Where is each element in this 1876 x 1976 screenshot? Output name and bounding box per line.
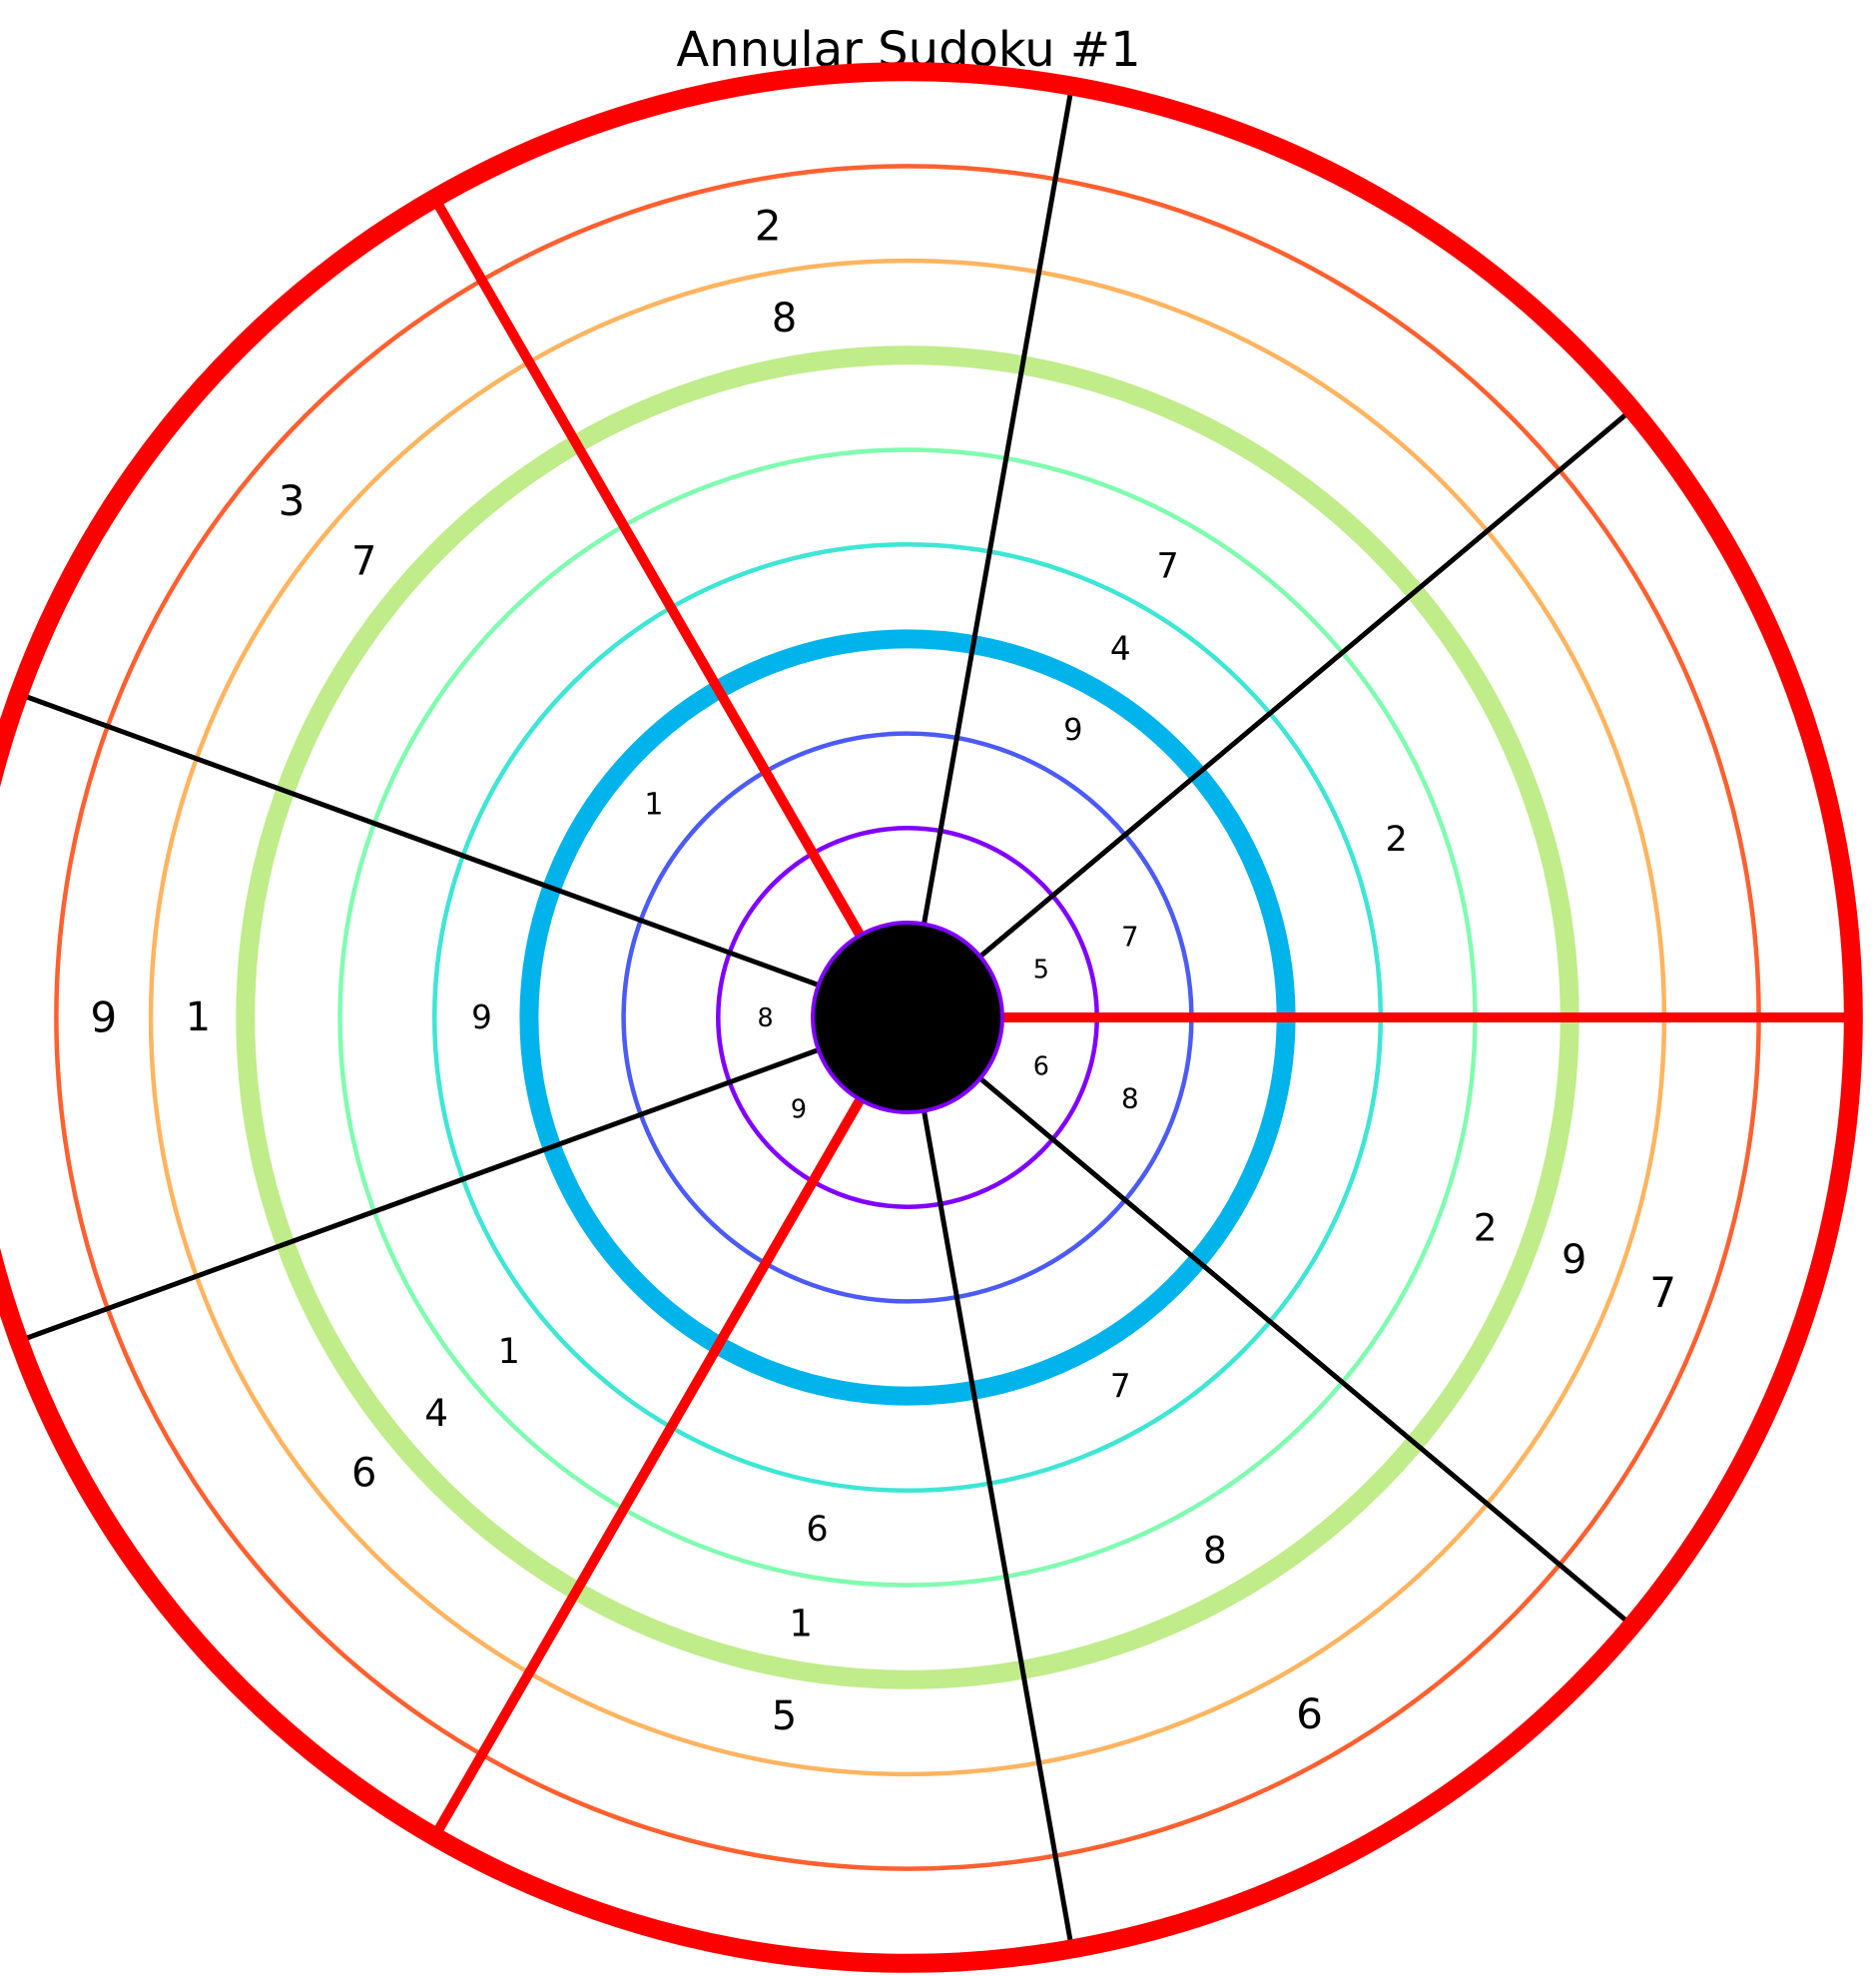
clue-digit: 2 — [755, 202, 782, 251]
clue-digit: 1 — [789, 1602, 813, 1646]
sector-line — [922, 85, 1074, 925]
sector-line — [17, 691, 820, 988]
clue-digit: 7 — [351, 538, 376, 584]
clue-digit: 6 — [351, 1451, 376, 1497]
clue-digit: 8 — [758, 1002, 774, 1032]
clue-digit: 9 — [1562, 1237, 1586, 1283]
box-boundary-line — [430, 196, 913, 1020]
clue-digit: 1 — [186, 994, 211, 1040]
outer-ring-border — [0, 62, 1863, 1973]
sector-lines — [17, 85, 1634, 1950]
clue-digit: 3 — [279, 476, 306, 525]
clue-digit: 8 — [772, 296, 797, 341]
clue-digit: 6 — [1296, 1689, 1323, 1738]
clue-digit: 9 — [791, 1094, 807, 1124]
clue-digit: 2 — [1474, 1206, 1498, 1250]
clue-digit: 9 — [1063, 713, 1082, 748]
clue-digit: 2 — [1386, 820, 1408, 860]
clue-digit: 4 — [424, 1391, 448, 1435]
clue-digit: 5 — [772, 1693, 797, 1739]
clue-digit: 7 — [1649, 1268, 1676, 1317]
clue-digit: 8 — [1203, 1528, 1227, 1572]
sector-line — [978, 1076, 1634, 1628]
box-boundary-lines — [430, 196, 1854, 1839]
clue-digit: 7 — [1121, 920, 1139, 953]
clue-digit: 4 — [1110, 630, 1131, 668]
clue-digit: 9 — [90, 993, 117, 1042]
clue-digit: 1 — [498, 1332, 520, 1372]
clue-digit: 7 — [1156, 547, 1178, 587]
clue-digit: 7 — [1110, 1367, 1131, 1405]
center-hub — [811, 921, 1004, 1114]
outer-border — [0, 62, 1863, 1973]
clue-digit: 8 — [1121, 1082, 1139, 1115]
clue-digit: 1 — [644, 787, 663, 822]
clue-digit: 9 — [471, 998, 492, 1036]
clue-digit: 6 — [806, 1510, 828, 1550]
clue-digit: 5 — [1033, 954, 1049, 984]
center-hub-disc — [811, 921, 1004, 1114]
sector-line — [978, 407, 1634, 959]
sector-line — [17, 1047, 820, 1344]
clue-digit: 6 — [1033, 1051, 1049, 1081]
box-boundary-line — [430, 1014, 913, 1839]
clue-digits: 5 8 9 6 7 8 9 1 4 9 7 2 7 1 6 4 1 8 2 8 7 1 6 5 9 2 3 9 6 7 — [90, 202, 1676, 1739]
sector-line — [922, 1110, 1074, 1950]
